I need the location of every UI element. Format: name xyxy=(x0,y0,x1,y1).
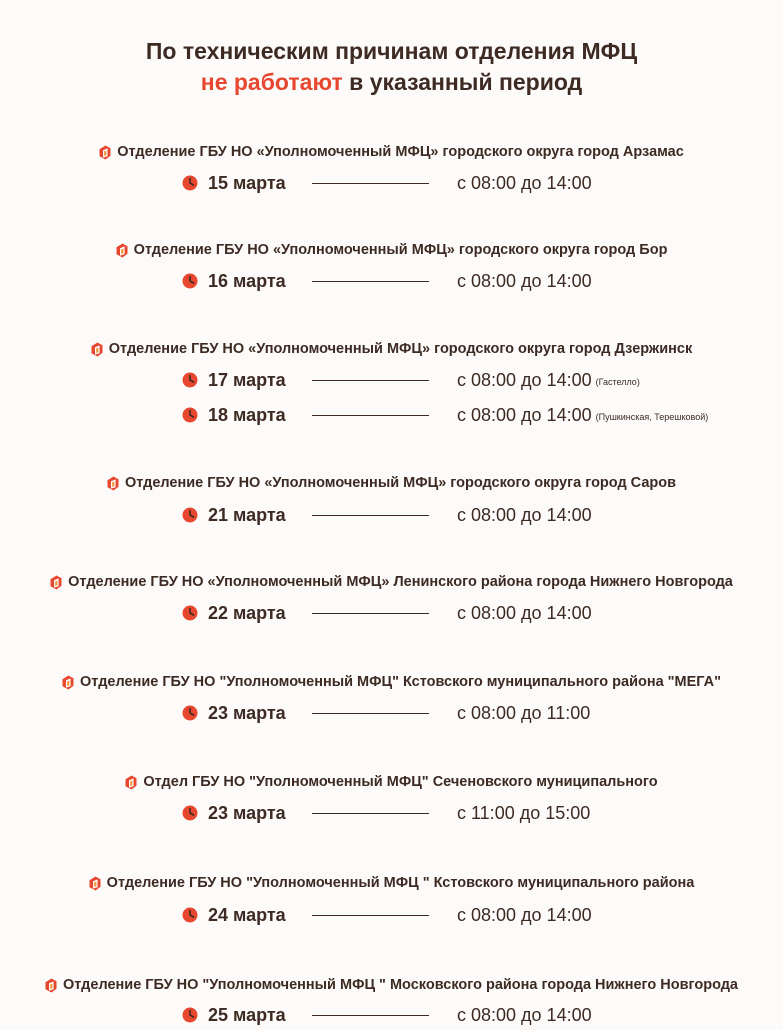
schedule-row: 23 марта с 08:00 до 11:00 xyxy=(0,701,783,725)
clock-icon xyxy=(182,372,198,388)
branch-heading: Отделение ГБУ НО «Уполномоченный МФЦ» го… xyxy=(0,143,783,165)
clock-icon xyxy=(182,175,198,191)
closure-date: 25 марта xyxy=(208,1005,286,1025)
divider-line xyxy=(312,713,429,714)
clock-icon xyxy=(182,1007,198,1023)
mfc-logo-icon xyxy=(89,876,101,891)
closure-time-range: с 08:00 до 14:00 xyxy=(457,271,592,291)
closure-note: (Пушкинская, Терешковой) xyxy=(595,412,709,422)
clock-icon xyxy=(182,507,198,523)
title-rest: в указанный период xyxy=(342,69,583,95)
mfc-logo-icon xyxy=(91,342,103,357)
branch-name: Отделение ГБУ НО «Уполномоченный МФЦ» го… xyxy=(108,341,693,357)
closure-date: 23 марта xyxy=(208,703,286,723)
closure-time-range: с 08:00 до 14:00 xyxy=(457,370,592,390)
closure-time: с 08:00 до 14:00 xyxy=(457,171,596,198)
closure-note: (Гастелло) xyxy=(595,377,640,387)
mfc-logo-icon xyxy=(107,476,119,491)
branch-name: Отделение ГБУ НО "Уполномоченный МФЦ " К… xyxy=(106,875,695,891)
closure-time-range: с 08:00 до 11:00 xyxy=(457,703,591,723)
closure-time: с 08:00 до 14:00 xyxy=(457,503,596,530)
closure-time: с 08:00 до 11:00 xyxy=(457,701,594,728)
title-accent: не работают xyxy=(200,69,343,95)
closure-time: с 08:00 до 14:00 xyxy=(457,1003,596,1030)
announcement-title-line-1: По техническим причинам отделения МФЦ xyxy=(145,38,638,64)
divider-line xyxy=(312,415,429,416)
clock-icon xyxy=(182,407,198,423)
closure-date: 15 марта xyxy=(208,173,286,193)
mfc-logo-icon xyxy=(116,243,128,258)
divider-line xyxy=(312,281,429,282)
branch-heading: Отделение ГБУ НО «Уполномоченный МФЦ» го… xyxy=(0,241,783,263)
closure-date: 22 марта xyxy=(208,603,286,623)
branch-heading: Отделение ГБУ НО «Уполномоченный МФЦ» го… xyxy=(0,340,783,362)
closure-time-range: с 08:00 до 14:00 xyxy=(457,1005,592,1025)
closure-date: 17 марта xyxy=(208,370,286,390)
closure-date: 23 марта xyxy=(208,803,286,823)
closure-time-range: с 08:00 до 14:00 xyxy=(457,905,592,925)
closure-time-range: с 11:00 до 15:00 xyxy=(457,803,591,823)
branch-name: Отделение ГБУ НО "Уполномоченный МФЦ" Кс… xyxy=(80,674,721,690)
closure-time: с 11:00 до 15:00 xyxy=(457,801,594,828)
divider-line xyxy=(312,380,429,381)
schedule-row: 16 марта с 08:00 до 14:00 xyxy=(0,269,783,293)
branch-name: Отделение ГБУ НО «Уполномоченный МФЦ» го… xyxy=(124,475,677,491)
schedule-row: 18 марта с 08:00 до 14:00 (Пушкинская, Те… xyxy=(0,403,783,427)
branch-name: Отделение ГБУ НО «Уполномоченный МФЦ» го… xyxy=(117,144,684,160)
branch-name: Отделение ГБУ НО "Уполномоченный МФЦ " М… xyxy=(62,977,738,993)
schedule-row: 24 марта с 08:00 до 14:00 xyxy=(0,903,783,927)
closure-time: с 08:00 до 14:00 (Пушкинская, Терешковой) xyxy=(457,403,708,430)
branch-heading: Отделение ГБУ НО "Уполномоченный МФЦ" Кс… xyxy=(0,673,783,695)
mfc-logo-icon xyxy=(99,145,111,160)
closure-time: с 08:00 до 14:00 xyxy=(457,269,596,296)
schedule-row: 23 марта с 11:00 до 15:00 xyxy=(0,801,783,825)
clock-icon xyxy=(182,273,198,289)
branch-name: Отделение ГБУ НО «Уполномоченный МФЦ» го… xyxy=(133,242,668,258)
divider-line xyxy=(312,1015,429,1016)
closure-time: с 08:00 до 14:00 (Гастелло) xyxy=(457,368,640,395)
divider-line xyxy=(312,813,429,814)
divider-line xyxy=(312,915,429,916)
branch-name: Отделение ГБУ НО «Уполномоченный МФЦ» Ле… xyxy=(68,574,733,590)
schedule-row: 17 марта с 08:00 до 14:00 (Гастелло) xyxy=(0,368,783,392)
clock-icon xyxy=(182,705,198,721)
schedule-row: 15 марта с 08:00 до 14:00 xyxy=(0,171,783,195)
divider-line xyxy=(312,515,429,516)
mfc-logo-icon xyxy=(125,775,137,790)
schedule-row: 21 марта с 08:00 до 14:00 xyxy=(0,503,783,527)
mfc-logo-icon xyxy=(62,675,74,690)
divider-line xyxy=(312,613,429,614)
closure-time: с 08:00 до 14:00 xyxy=(457,903,596,930)
schedule-row: 25 марта с 08:00 до 14:00 xyxy=(0,1003,783,1027)
closure-date: 21 марта xyxy=(208,505,286,525)
branch-heading: Отделение ГБУ НО "Уполномоченный МФЦ " К… xyxy=(0,874,783,896)
closure-time-range: с 08:00 до 14:00 xyxy=(457,603,592,623)
closure-date: 16 марта xyxy=(208,271,286,291)
clock-icon xyxy=(182,605,198,621)
branch-heading: Отделение ГБУ НО «Уполномоченный МФЦ» Ле… xyxy=(0,573,783,595)
divider-line xyxy=(312,183,429,184)
closure-date: 18 марта xyxy=(208,405,286,425)
branch-heading: Отделение ГБУ НО "Уполномоченный МФЦ " М… xyxy=(0,976,783,998)
closure-time-range: с 08:00 до 14:00 xyxy=(457,405,592,425)
clock-icon xyxy=(182,805,198,821)
branch-heading: Отделение ГБУ НО «Уполномоченный МФЦ» го… xyxy=(0,474,783,496)
closure-time-range: с 08:00 до 14:00 xyxy=(457,173,592,193)
closure-time: с 08:00 до 14:00 xyxy=(457,601,596,628)
branch-heading: Отдел ГБУ НО "Уполномоченный МФЦ" Сечено… xyxy=(0,773,783,795)
clock-icon xyxy=(182,907,198,923)
branch-name: Отдел ГБУ НО "Уполномоченный МФЦ" Сечено… xyxy=(143,774,658,790)
closure-date: 24 марта xyxy=(208,905,286,925)
mfc-logo-icon xyxy=(50,575,62,590)
schedule-row: 22 марта с 08:00 до 14:00 xyxy=(0,601,783,625)
closure-time-range: с 08:00 до 14:00 xyxy=(457,505,592,525)
announcement-title-line-2: не работают в указанный период xyxy=(0,67,783,97)
mfc-logo-icon xyxy=(45,978,57,993)
